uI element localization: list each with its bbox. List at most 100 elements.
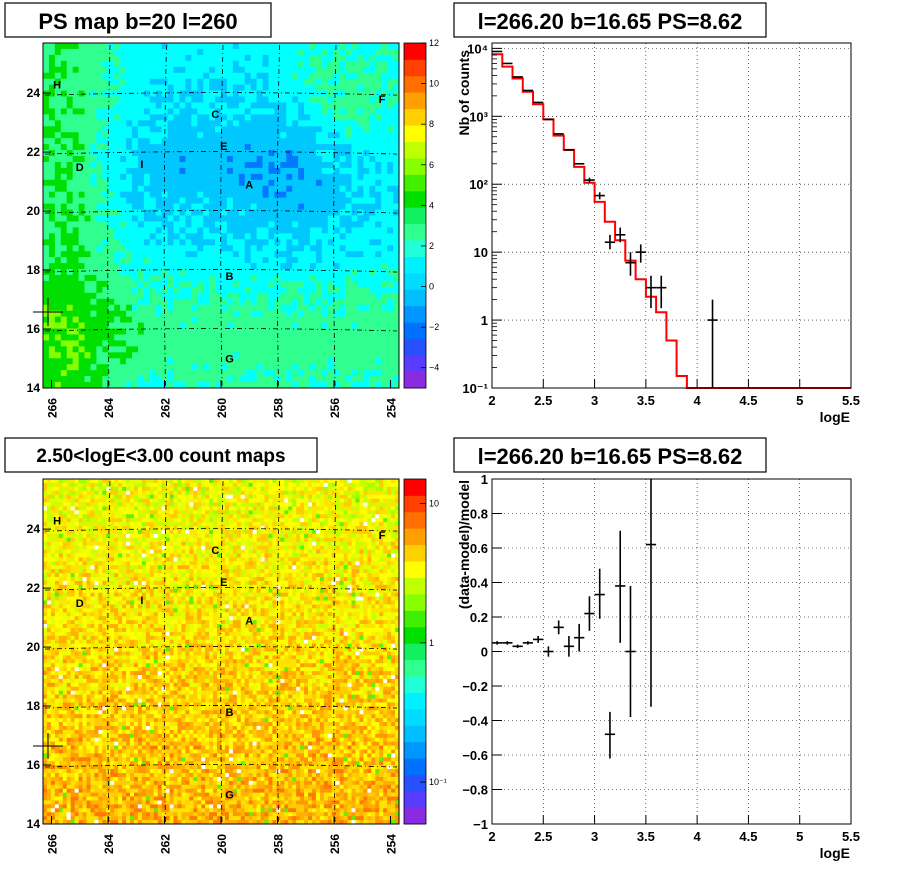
heatmap-cell <box>197 108 204 115</box>
heatmap-cell <box>197 167 204 175</box>
heatmap-cell <box>43 84 50 91</box>
heatmap-cell <box>238 298 246 306</box>
heatmap-cell <box>327 114 335 121</box>
heatmap-cell <box>143 370 151 377</box>
heatmap-cell <box>339 274 346 282</box>
heatmap-cell <box>185 370 192 377</box>
heatmap-cell <box>387 352 394 359</box>
heatmap-cell <box>84 286 91 294</box>
heatmap-cell <box>292 43 299 50</box>
heatmap-cell <box>110 526 115 531</box>
heatmap-cell <box>50 533 56 539</box>
heatmap-cell <box>363 482 368 488</box>
heatmap-cell <box>280 274 287 282</box>
heatmap-cell <box>149 490 155 495</box>
heatmap-cell <box>387 215 394 222</box>
heatmap-cell <box>137 126 145 133</box>
heatmap-cell <box>310 78 317 85</box>
heatmap-cell <box>120 78 127 85</box>
heatmap-cell <box>262 144 269 151</box>
heatmap-cell <box>292 510 297 515</box>
heatmap-cell <box>321 215 329 222</box>
heatmap-cell <box>126 138 133 145</box>
heatmap-cell <box>375 298 382 306</box>
heatmap-cell <box>238 48 246 56</box>
heatmap-cell <box>66 161 73 169</box>
heatmap-cell <box>304 221 311 228</box>
heatmap-cell <box>149 370 157 377</box>
heatmap-cell <box>143 78 151 85</box>
heatmap-cell <box>393 251 400 258</box>
heatmap-cell <box>102 304 109 311</box>
heatmap-cell <box>173 482 178 488</box>
heatmap-cell <box>60 328 68 335</box>
heatmap-cell <box>66 251 73 258</box>
heatmap-cell <box>66 514 71 519</box>
heatmap-cell <box>215 370 222 377</box>
heatmap-cell <box>145 482 151 488</box>
heatmap-cell <box>203 352 210 359</box>
heatmap-cell <box>114 322 121 329</box>
heatmap-cell <box>339 257 346 264</box>
heatmap-cell <box>179 209 186 216</box>
heatmap-cell <box>60 78 68 85</box>
heatmap-cell <box>96 120 103 127</box>
heatmap-cell <box>132 316 139 323</box>
heatmap-cell <box>292 54 299 62</box>
heatmap-cell <box>110 482 115 488</box>
x-tick-label: 3 <box>591 393 598 408</box>
heatmap-cell <box>387 304 394 311</box>
heatmap-cell <box>48 144 56 151</box>
heatmap-cell <box>185 269 192 276</box>
heatmap-cell <box>48 304 56 311</box>
heatmap-cell <box>185 221 192 228</box>
heatmap-cell <box>298 209 305 216</box>
heatmap-cell <box>161 494 166 499</box>
ps-map-crosshair <box>33 298 63 326</box>
heatmap-cell <box>60 251 68 258</box>
heatmap-cell <box>122 506 127 511</box>
heatmap-cell <box>98 486 103 492</box>
heatmap-cell <box>84 43 91 50</box>
heatmap-cell <box>393 203 400 210</box>
heatmap-cell <box>110 502 115 507</box>
heatmap-cell <box>114 126 121 133</box>
heatmap-cell <box>167 280 174 288</box>
heatmap-cell <box>321 161 329 169</box>
heatmap-cell <box>66 72 73 79</box>
heatmap-cell <box>62 486 68 492</box>
heatmap-cell <box>137 150 145 157</box>
heatmap-cell <box>215 90 222 97</box>
heatmap-cell <box>96 346 103 353</box>
heatmap-cell <box>238 54 246 62</box>
heatmap-cell <box>98 510 103 515</box>
heatmap-cell <box>327 138 335 145</box>
heatmap-cell <box>108 43 115 50</box>
heatmap-cell <box>268 108 275 115</box>
heatmap-cell <box>375 66 382 74</box>
heatmap-cell <box>213 479 218 484</box>
heatmap-cell <box>339 191 346 198</box>
heatmap-cell <box>226 376 234 383</box>
heatmap-cell <box>357 197 364 204</box>
heatmap-cell <box>143 179 151 187</box>
heatmap-cell <box>197 161 204 169</box>
grid-meridian <box>333 44 337 387</box>
heatmap-cell <box>43 215 50 222</box>
heatmap-cell <box>238 197 246 204</box>
heatmap-cell <box>292 298 299 306</box>
heatmap-cell <box>357 84 364 91</box>
heatmap-cell <box>315 245 323 252</box>
heatmap-cell <box>82 502 87 507</box>
heatmap-cell <box>333 72 340 79</box>
heatmap-cell <box>327 494 333 499</box>
heatmap-cell <box>66 340 73 347</box>
heatmap-cell <box>304 108 311 115</box>
heatmap-cell <box>371 490 376 495</box>
heatmap-cell <box>232 48 240 56</box>
heatmap-cell <box>260 482 265 488</box>
heatmap-cell <box>137 263 145 270</box>
heatmap-cell <box>238 358 246 365</box>
heatmap-cell <box>193 482 198 488</box>
